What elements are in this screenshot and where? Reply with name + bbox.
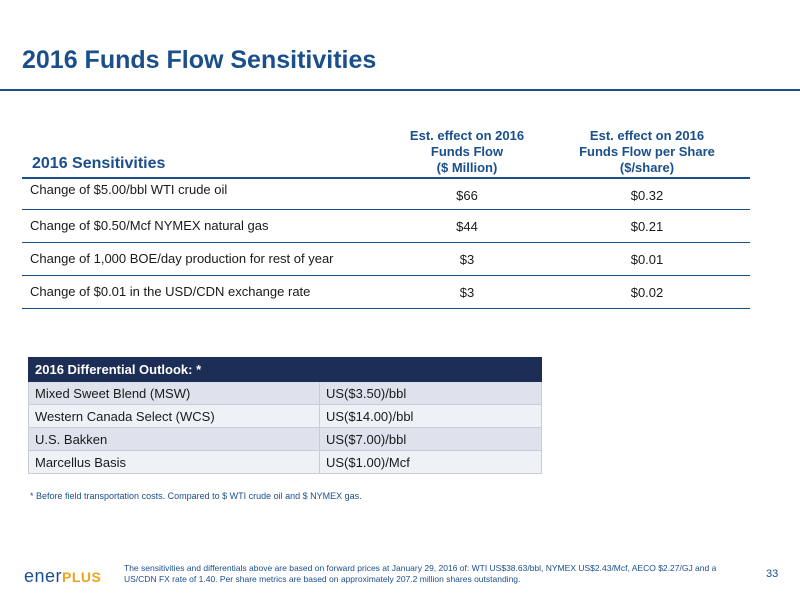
logo-plus-text: PLUS xyxy=(62,569,102,585)
sensitivity-label: Change of $0.01 in the USD/CDN exchange … xyxy=(30,284,311,299)
table-row: Change of 1,000 BOE/day production for r… xyxy=(22,243,750,276)
differential-value: US($14.00)/bbl xyxy=(319,404,542,428)
table-row: Change of $5.00/bbl WTI crude oil $66 $0… xyxy=(22,179,750,210)
funds-flow-value: $44 xyxy=(456,219,478,234)
per-share-value: $0.21 xyxy=(630,219,664,234)
sensitivity-label: Change of 1,000 BOE/day production for r… xyxy=(30,251,334,266)
table-row: Change of $0.01 in the USD/CDN exchange … xyxy=(22,276,750,309)
page-number: 33 xyxy=(766,568,779,580)
logo-text: ener xyxy=(24,566,63,586)
pricing-disclaimer: The sensitivities and differentials abov… xyxy=(124,563,717,584)
enerplus-logo: enerPLUS xyxy=(24,566,101,587)
sensitivities-header-label: 2016 Sensitivities xyxy=(32,155,166,172)
funds-flow-header-line: ($ Million) xyxy=(436,160,498,175)
sensitivities-header: 2016 Sensitivities Est. effect on 2016 F… xyxy=(22,125,750,179)
page-title: 2016 Funds Flow Sensitivities xyxy=(22,46,377,74)
sensitivity-label: Change of $5.00/bbl WTI crude oil xyxy=(30,182,228,197)
funds-flow-value: $66 xyxy=(456,188,478,203)
differential-header-row: 2016 Differential Outlook: * xyxy=(28,357,542,382)
differential-header-label: 2016 Differential Outlook: * xyxy=(28,357,320,382)
per-share-value: $0.32 xyxy=(630,188,664,203)
differential-value: US($1.00)/Mcf xyxy=(319,450,542,474)
table-row: Marcellus Basis US($1.00)/Mcf xyxy=(28,450,542,474)
footnote: * Before field transportation costs. Com… xyxy=(30,491,362,501)
differential-label: Western Canada Select (WCS) xyxy=(28,404,320,428)
per-share-value: $0.02 xyxy=(630,285,664,300)
per-share-header-line: Funds Flow per Share xyxy=(579,144,715,159)
table-row: Western Canada Select (WCS) US($14.00)/b… xyxy=(28,404,542,428)
per-share-value: $0.01 xyxy=(630,252,664,267)
per-share-header-line: Est. effect on 2016 xyxy=(589,128,705,143)
differential-label: U.S. Bakken xyxy=(28,427,320,451)
table-row: U.S. Bakken US($7.00)/bbl xyxy=(28,427,542,451)
differential-value: US($7.00)/bbl xyxy=(319,427,542,451)
per-share-header-line: ($/share) xyxy=(619,160,675,175)
differential-label: Marcellus Basis xyxy=(28,450,320,474)
table-row: Change of $0.50/Mcf NYMEX natural gas $4… xyxy=(22,210,750,243)
funds-flow-header-line: Funds Flow xyxy=(430,144,504,159)
funds-flow-value: $3 xyxy=(459,285,475,300)
differential-header-value xyxy=(319,357,542,382)
sensitivity-label: Change of $0.50/Mcf NYMEX natural gas xyxy=(30,218,269,233)
differential-value: US($3.50)/bbl xyxy=(319,381,542,405)
per-share-column-header: Est. effect on 2016 Funds Flow per Share… xyxy=(557,128,737,176)
table-row: Mixed Sweet Blend (MSW) US($3.50)/bbl xyxy=(28,381,542,405)
sensitivities-table: 2016 Sensitivities Est. effect on 2016 F… xyxy=(22,125,750,309)
title-divider xyxy=(0,89,800,91)
funds-flow-header-line: Est. effect on 2016 xyxy=(409,128,525,143)
funds-flow-column-header: Est. effect on 2016 Funds Flow ($ Millio… xyxy=(377,128,557,176)
funds-flow-value: $3 xyxy=(459,252,475,267)
differential-label: Mixed Sweet Blend (MSW) xyxy=(28,381,320,405)
differential-outlook-table: 2016 Differential Outlook: * Mixed Sweet… xyxy=(28,357,542,474)
